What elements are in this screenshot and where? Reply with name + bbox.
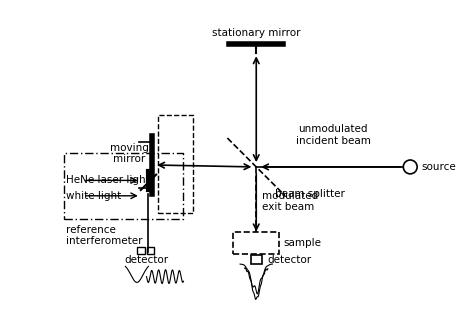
Bar bbox=[137, 247, 145, 253]
Text: modulated
exit beam: modulated exit beam bbox=[262, 191, 318, 213]
Bar bbox=[251, 255, 262, 264]
Text: source: source bbox=[422, 162, 456, 172]
Text: white light: white light bbox=[66, 191, 121, 201]
Text: reference
interferometer: reference interferometer bbox=[66, 225, 142, 246]
Text: beam splitter: beam splitter bbox=[275, 189, 346, 199]
Text: detector: detector bbox=[268, 255, 312, 265]
Text: moving
mirror: moving mirror bbox=[110, 143, 149, 164]
Text: unmodulated
incident beam: unmodulated incident beam bbox=[296, 124, 371, 146]
FancyBboxPatch shape bbox=[233, 232, 279, 253]
Text: detector: detector bbox=[125, 255, 169, 265]
Bar bbox=[146, 247, 154, 253]
Text: HeNe laser light: HeNe laser light bbox=[66, 176, 149, 185]
Text: sample: sample bbox=[283, 238, 321, 248]
Text: stationary mirror: stationary mirror bbox=[212, 28, 301, 38]
